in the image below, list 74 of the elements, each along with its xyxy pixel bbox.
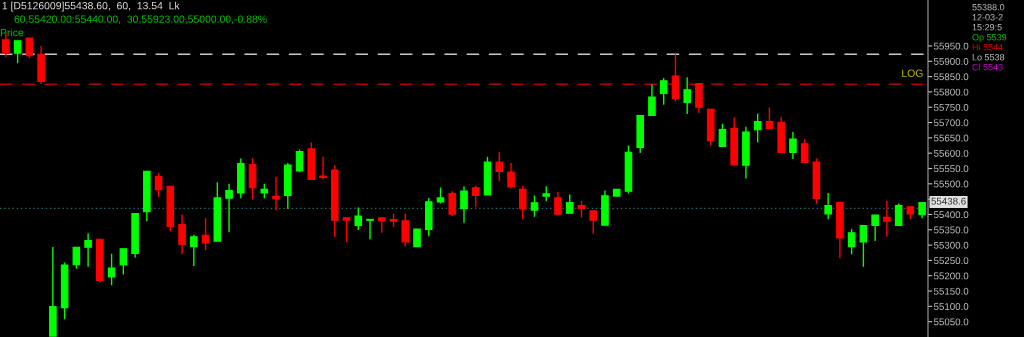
candlestick: [401, 212, 410, 248]
candlestick: [178, 213, 186, 255]
candlestick: [894, 202, 903, 227]
candlestick: [565, 193, 574, 214]
y-tick-label: 55650.0: [933, 134, 969, 142]
y-tick-label: 55900.0: [933, 58, 969, 65]
candlestick: [847, 228, 856, 255]
candlestick: [471, 184, 480, 208]
text: 60,55420.00:55440.00, 30,55923.00,55000.00,-0.88%: [14, 15, 267, 25]
text: 15:29:5: [972, 24, 1002, 31]
candlestick: [695, 82, 703, 114]
text: Hi 5544: [972, 43, 1003, 51]
y-tick-label: 55850.0: [933, 73, 969, 81]
candlestick: [119, 248, 128, 276]
y-tick-label: 55100.0: [933, 303, 969, 310]
candlestick: [753, 112, 762, 144]
candlestick: [800, 138, 809, 164]
candlestick: [554, 191, 562, 215]
candlestick: [72, 246, 81, 270]
candlestick: [671, 53, 680, 103]
candlestick: [495, 151, 504, 183]
candlestick: [107, 252, 116, 286]
candlestick: [190, 233, 198, 267]
candlestick: [248, 157, 257, 201]
candlestick: [448, 190, 457, 217]
candlestick: [789, 131, 797, 160]
y-tick-label: 55350.0: [933, 226, 969, 234]
candlestick: [25, 37, 34, 59]
y-tick-label: 55750.0: [933, 103, 969, 111]
candlestick: [319, 156, 327, 181]
y-tick-label: 55400.0: [933, 211, 969, 219]
annotation: LOG: [902, 69, 923, 77]
text: 55388.0: [972, 4, 1005, 11]
y-tick-label: 55150.0: [933, 287, 969, 295]
candlestick: [765, 106, 774, 130]
candlestick: [201, 217, 210, 251]
candlestick: [659, 77, 668, 106]
candlestick: [342, 217, 351, 243]
candlestick: [883, 200, 891, 238]
candlestick: [824, 192, 832, 221]
chart-title: 1 [D5126009]55438.60, 60, 13.54 Lk: [2, 1, 180, 12]
candlestick: [225, 183, 233, 233]
text: 12-03-2: [972, 14, 1003, 21]
y-tick-label: 55550.0: [933, 165, 969, 173]
y-axis-title: Price: [0, 28, 24, 37]
text: Op 5539: [972, 34, 1007, 43]
text: Cl 5543: [972, 63, 1003, 71]
candlestick: [718, 123, 727, 148]
text: Lo 5538: [972, 54, 1005, 61]
candlestick: [518, 184, 527, 221]
y-tick-label: 55500.0: [933, 180, 969, 188]
y-tick-label: 55050.0: [933, 318, 969, 326]
y-tick-label: 55950.0: [933, 42, 969, 50]
candlestick: [530, 194, 539, 218]
y-tick-label: 55700.0: [933, 119, 969, 127]
candlestick: [154, 172, 163, 198]
candlestick: [84, 232, 92, 268]
candlestick: [683, 76, 691, 115]
y-tick-label: 55800.0: [933, 88, 969, 96]
candlestick: [507, 162, 515, 190]
candlestick: [354, 206, 363, 231]
candlestick: [366, 218, 374, 240]
candlestick: [460, 185, 468, 224]
candlestick: [589, 210, 598, 235]
candlestick: [859, 224, 868, 268]
y-tick-label: 55250.0: [933, 257, 969, 265]
y-tick-label: 55200.0: [933, 272, 969, 280]
candlestick: [272, 176, 280, 211]
candlestick: [648, 83, 656, 117]
text: 55438.6: [931, 197, 966, 205]
y-tick-label: 55300.0: [933, 241, 969, 249]
y-tick-label: 55600.0: [933, 149, 969, 157]
candlestick: [871, 214, 879, 242]
candlestick: [13, 40, 22, 64]
